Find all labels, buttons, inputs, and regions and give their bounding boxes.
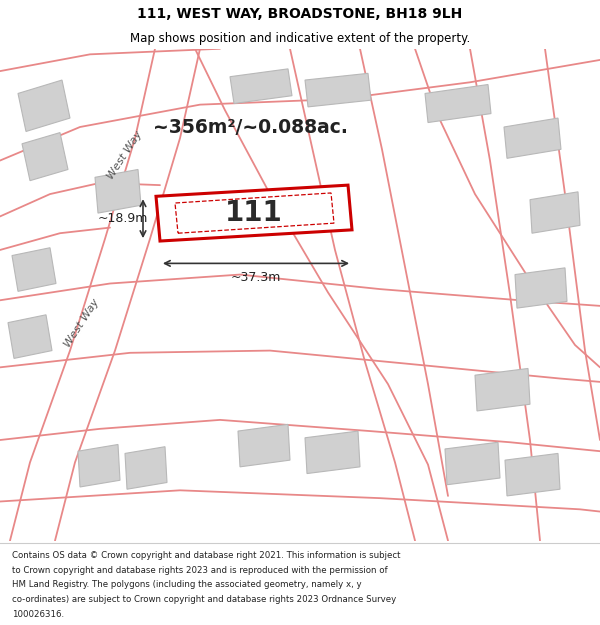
Text: 100026316.: 100026316. <box>12 610 64 619</box>
Text: 111: 111 <box>225 199 283 227</box>
Polygon shape <box>505 453 560 496</box>
Text: Map shows position and indicative extent of the property.: Map shows position and indicative extent… <box>130 31 470 44</box>
Text: ~356m²/~0.088ac.: ~356m²/~0.088ac. <box>152 118 347 136</box>
Text: Contains OS data © Crown copyright and database right 2021. This information is : Contains OS data © Crown copyright and d… <box>12 551 401 560</box>
Polygon shape <box>78 444 120 487</box>
Polygon shape <box>95 169 141 213</box>
Text: HM Land Registry. The polygons (including the associated geometry, namely x, y: HM Land Registry. The polygons (includin… <box>12 580 362 589</box>
Polygon shape <box>504 118 561 158</box>
Text: ~18.9m: ~18.9m <box>98 212 148 225</box>
Text: ~37.3m: ~37.3m <box>231 271 281 284</box>
Polygon shape <box>475 369 530 411</box>
Text: West Way: West Way <box>63 297 101 349</box>
Polygon shape <box>530 192 580 233</box>
Polygon shape <box>12 248 56 291</box>
Polygon shape <box>156 185 352 241</box>
Polygon shape <box>515 268 567 308</box>
Polygon shape <box>22 132 68 181</box>
Text: co-ordinates) are subject to Crown copyright and database rights 2023 Ordnance S: co-ordinates) are subject to Crown copyr… <box>12 595 396 604</box>
Polygon shape <box>230 69 292 104</box>
Polygon shape <box>238 424 290 467</box>
Polygon shape <box>8 315 52 358</box>
Text: to Crown copyright and database rights 2023 and is reproduced with the permissio: to Crown copyright and database rights 2… <box>12 566 388 574</box>
Text: West Way: West Way <box>106 129 144 181</box>
Polygon shape <box>125 447 167 489</box>
Polygon shape <box>445 442 500 485</box>
Polygon shape <box>305 73 371 107</box>
Polygon shape <box>425 84 491 122</box>
Polygon shape <box>305 431 360 474</box>
Polygon shape <box>18 80 70 131</box>
Text: 111, WEST WAY, BROADSTONE, BH18 9LH: 111, WEST WAY, BROADSTONE, BH18 9LH <box>137 7 463 21</box>
